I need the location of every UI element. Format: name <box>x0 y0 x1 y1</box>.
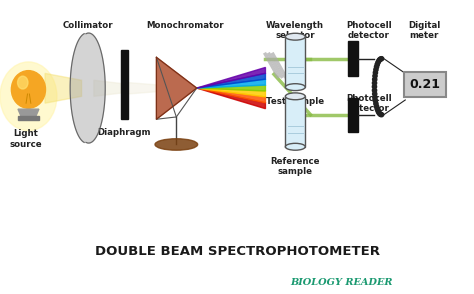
Circle shape <box>374 102 378 106</box>
Circle shape <box>373 95 377 99</box>
Text: Light
source: Light source <box>10 129 42 149</box>
Text: Test sample: Test sample <box>266 97 324 106</box>
Bar <box>18 116 39 120</box>
Circle shape <box>376 109 380 113</box>
Circle shape <box>379 57 383 61</box>
Circle shape <box>378 112 382 116</box>
Text: BIOLOGY READER: BIOLOGY READER <box>290 278 392 287</box>
Circle shape <box>375 62 379 66</box>
Bar <box>348 98 358 132</box>
Ellipse shape <box>11 71 46 108</box>
Polygon shape <box>94 80 121 96</box>
Text: Wavelength
selector: Wavelength selector <box>266 21 324 40</box>
Circle shape <box>374 65 379 69</box>
Ellipse shape <box>0 62 57 131</box>
Bar <box>285 96 305 147</box>
Text: Photocell
detector: Photocell detector <box>346 94 392 113</box>
Polygon shape <box>197 88 265 109</box>
Circle shape <box>374 71 378 75</box>
Polygon shape <box>156 57 197 119</box>
Text: Collimator: Collimator <box>63 21 113 30</box>
Circle shape <box>374 68 378 72</box>
Ellipse shape <box>285 93 305 100</box>
Circle shape <box>373 77 377 81</box>
Ellipse shape <box>285 33 305 40</box>
Circle shape <box>378 58 382 62</box>
Bar <box>348 41 358 76</box>
Circle shape <box>373 74 377 78</box>
Polygon shape <box>197 88 265 97</box>
Polygon shape <box>197 88 265 103</box>
Bar <box>285 37 305 87</box>
Text: Monochromator: Monochromator <box>146 21 224 30</box>
Ellipse shape <box>285 84 305 91</box>
Circle shape <box>373 88 377 92</box>
Polygon shape <box>197 67 265 88</box>
Text: Photocell
detector: Photocell detector <box>346 21 392 40</box>
Text: Diaphragm: Diaphragm <box>98 128 151 137</box>
Circle shape <box>374 98 378 103</box>
FancyBboxPatch shape <box>404 72 446 97</box>
Text: Reference
sample: Reference sample <box>271 157 320 176</box>
Text: 0.21: 0.21 <box>409 78 440 91</box>
Circle shape <box>380 113 384 117</box>
Ellipse shape <box>285 143 305 150</box>
Bar <box>121 51 128 119</box>
Circle shape <box>376 60 380 64</box>
Text: DOUBLE BEAM SPECTROPHOTOMETER: DOUBLE BEAM SPECTROPHOTOMETER <box>94 245 380 258</box>
Circle shape <box>377 111 381 115</box>
Polygon shape <box>128 83 156 94</box>
Polygon shape <box>18 109 39 117</box>
Text: Digital
meter: Digital meter <box>408 21 440 40</box>
Ellipse shape <box>18 76 28 89</box>
Circle shape <box>374 104 379 108</box>
Circle shape <box>375 107 379 111</box>
Circle shape <box>373 92 377 96</box>
Polygon shape <box>70 33 105 143</box>
Ellipse shape <box>155 139 198 150</box>
Circle shape <box>379 112 383 116</box>
Polygon shape <box>197 79 265 88</box>
Polygon shape <box>45 74 82 103</box>
Circle shape <box>377 59 381 63</box>
Circle shape <box>373 85 376 89</box>
Polygon shape <box>197 85 265 91</box>
Circle shape <box>380 57 384 61</box>
Polygon shape <box>197 73 265 88</box>
Circle shape <box>373 81 377 85</box>
